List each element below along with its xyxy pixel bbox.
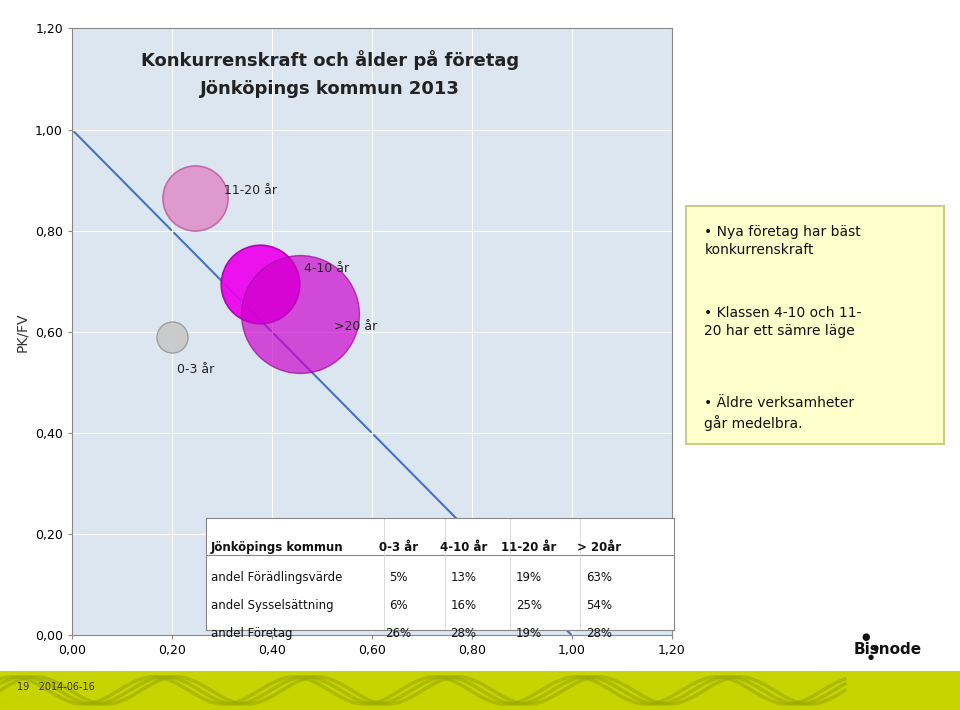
Text: • Nya företag har bäst
konkurrenskraft: • Nya företag har bäst konkurrenskraft xyxy=(705,225,861,257)
Text: 16%: 16% xyxy=(450,599,476,612)
Text: ●: ● xyxy=(873,645,878,650)
Text: 28%: 28% xyxy=(450,627,476,640)
Text: 19%: 19% xyxy=(516,627,542,640)
Text: 54%: 54% xyxy=(587,599,612,612)
Text: ●: ● xyxy=(862,633,870,643)
Text: 5%: 5% xyxy=(389,571,407,584)
Point xyxy=(164,332,180,343)
Text: • Klassen 4-10 och 11-
20 har ett sämre läge: • Klassen 4-10 och 11- 20 har ett sämre … xyxy=(705,306,862,338)
Text: > 20år: > 20år xyxy=(577,541,621,554)
Text: 6%: 6% xyxy=(389,599,407,612)
Text: 28%: 28% xyxy=(587,627,612,640)
Point xyxy=(252,278,267,290)
Text: andel Företag: andel Företag xyxy=(211,627,293,640)
Text: ●: ● xyxy=(868,654,874,660)
Text: 11-20 år: 11-20 år xyxy=(225,184,277,197)
Text: Jönköpings kommun: Jönköpings kommun xyxy=(211,541,344,554)
Text: andel Förädlingsvärde: andel Förädlingsvärde xyxy=(211,571,343,584)
Text: 63%: 63% xyxy=(587,571,612,584)
Text: KK/FV: KK/FV xyxy=(605,670,640,682)
Text: Konkurrenskraft och ålder på företag: Konkurrenskraft och ålder på företag xyxy=(141,50,519,70)
Text: andel Sysselsättning: andel Sysselsättning xyxy=(211,599,334,612)
Text: 4-10 år: 4-10 år xyxy=(440,541,488,554)
Text: >20 år: >20 år xyxy=(334,320,377,334)
Text: 0-3 år: 0-3 år xyxy=(177,364,214,376)
Point xyxy=(187,192,203,204)
Text: 13%: 13% xyxy=(450,571,476,584)
Text: 26%: 26% xyxy=(385,627,411,640)
Text: Jönköpings kommun 2013: Jönköpings kommun 2013 xyxy=(200,80,460,98)
Text: 25%: 25% xyxy=(516,599,542,612)
Text: 0-3 år: 0-3 år xyxy=(378,541,418,554)
Text: • Äldre verksamheter
går medelbra.: • Äldre verksamheter går medelbra. xyxy=(705,396,854,431)
Y-axis label: PK/FV: PK/FV xyxy=(15,312,30,351)
Text: Bisnode: Bisnode xyxy=(854,642,922,657)
Point xyxy=(292,309,307,320)
Text: 4-10 år: 4-10 år xyxy=(304,262,349,275)
Text: 19%: 19% xyxy=(516,571,542,584)
Text: 11-20 år: 11-20 år xyxy=(501,541,557,554)
Text: 19   2014-06-16: 19 2014-06-16 xyxy=(17,682,95,692)
